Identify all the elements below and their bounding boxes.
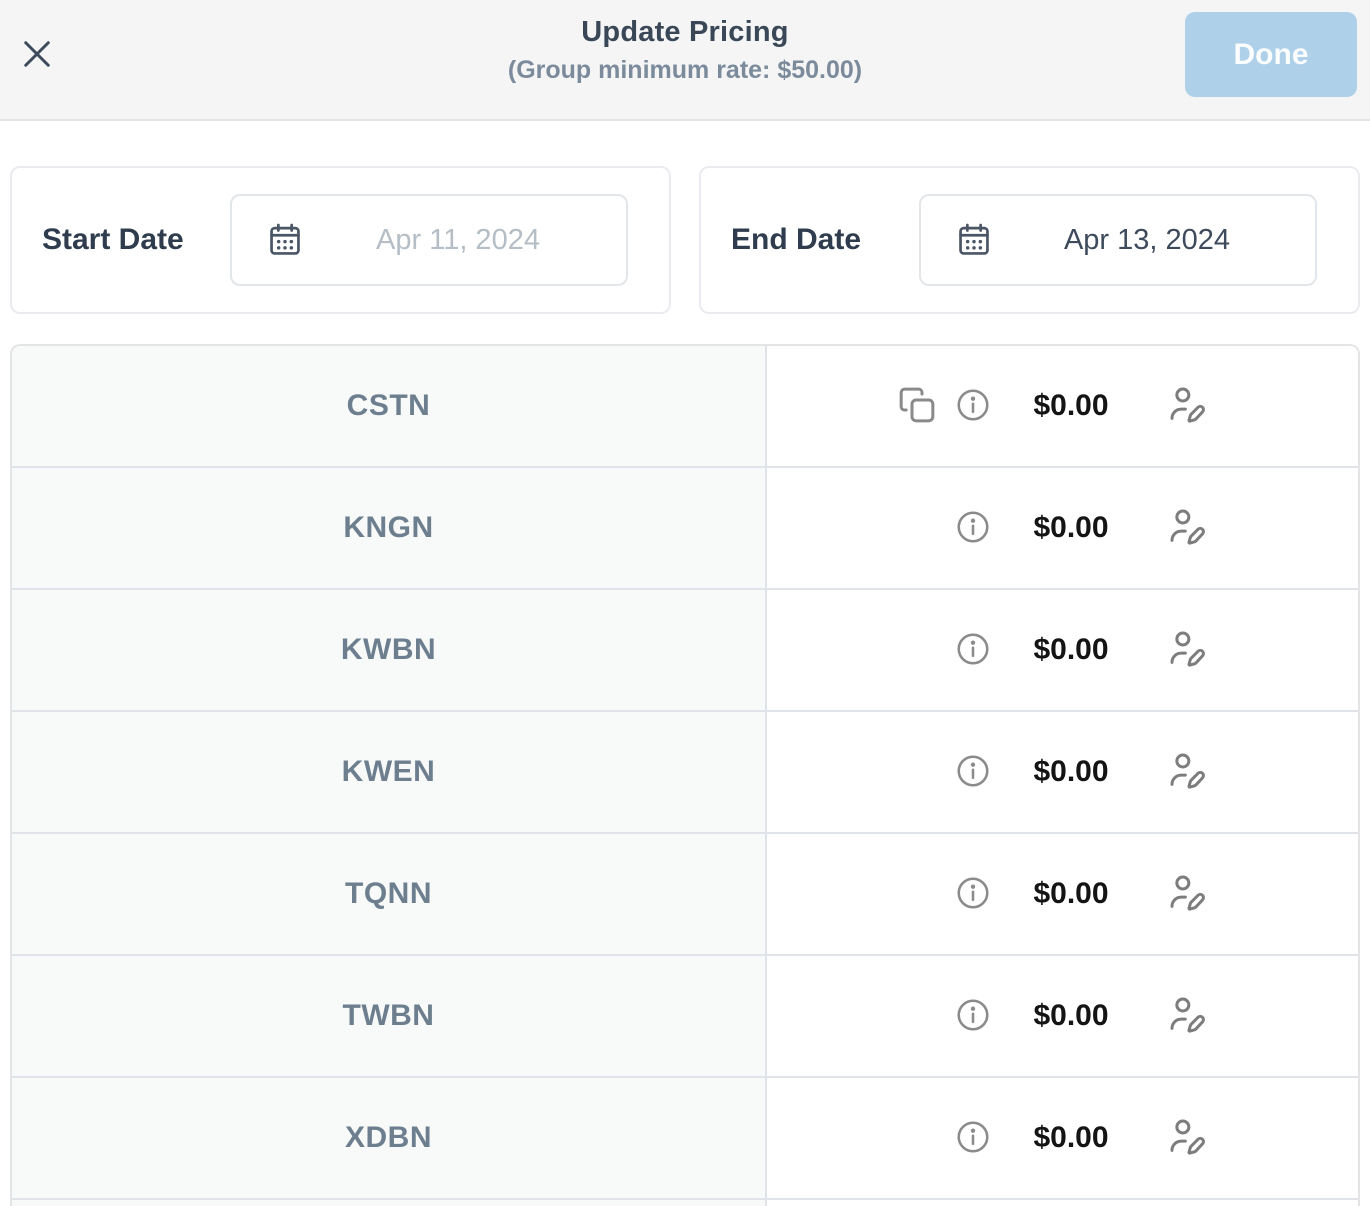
info-icon	[955, 997, 991, 1036]
end-date-input[interactable]: Apr 13, 2024	[919, 194, 1317, 286]
user-edit-icon	[1167, 629, 1207, 672]
table-row: KWBN $0.00	[12, 590, 1358, 712]
info-icon	[955, 1119, 991, 1158]
table-row-partial	[12, 1200, 1358, 1206]
price-value: $0.00	[1033, 877, 1109, 910]
info-icon	[955, 631, 991, 670]
price-info-button[interactable]	[955, 632, 991, 668]
user-edit-icon	[1167, 1117, 1207, 1160]
price-info-button[interactable]	[955, 1120, 991, 1156]
user-edit-icon	[1167, 751, 1207, 794]
header-titles: Update Pricing (Group minimum rate: $50.…	[508, 16, 862, 85]
table-row: TWBN $0.00	[12, 956, 1358, 1078]
row-actions: $0.00	[767, 956, 1358, 1076]
copy-price-button[interactable]	[897, 386, 937, 426]
room-code-label: TWBN	[12, 956, 767, 1076]
end-date-value: Apr 13, 2024	[1063, 223, 1231, 256]
calendar-icon	[266, 221, 304, 259]
room-code-label: TQNN	[12, 834, 767, 954]
row-actions: $0.00	[767, 712, 1358, 832]
user-edit-icon	[1167, 385, 1207, 428]
user-edit-icon	[1167, 995, 1207, 1038]
price-info-button[interactable]	[955, 876, 991, 912]
price-value: $0.00	[1033, 1121, 1109, 1154]
edit-price-button[interactable]	[1167, 874, 1207, 914]
edit-price-button[interactable]	[1167, 508, 1207, 548]
room-code-label: XDBN	[12, 1078, 767, 1198]
edit-price-button[interactable]	[1167, 1118, 1207, 1158]
room-code-label: KNGN	[12, 468, 767, 588]
info-icon	[955, 875, 991, 914]
table-row: CSTN $0.00	[12, 346, 1358, 468]
end-date-label: End Date	[731, 223, 862, 256]
start-date-card: Start Date Apr 11, 2024	[10, 166, 671, 314]
info-icon	[955, 387, 991, 426]
row-actions: $0.00	[767, 590, 1358, 710]
price-info-button[interactable]	[955, 754, 991, 790]
info-icon	[955, 509, 991, 548]
price-info-button[interactable]	[955, 388, 991, 424]
table-row: KWEN $0.00	[12, 712, 1358, 834]
row-actions	[767, 1200, 1358, 1206]
room-code-label: KWEN	[12, 712, 767, 832]
row-actions: $0.00	[767, 346, 1358, 466]
room-code-label: CSTN	[12, 346, 767, 466]
row-actions: $0.00	[767, 1078, 1358, 1198]
start-date-value: Apr 11, 2024	[376, 223, 540, 256]
close-button[interactable]	[14, 32, 60, 78]
table-row: TQNN $0.00	[12, 834, 1358, 956]
start-date-label: Start Date	[42, 223, 184, 256]
page-title: Update Pricing	[581, 16, 789, 48]
row-actions: $0.00	[767, 834, 1358, 954]
table-row: KNGN $0.00	[12, 468, 1358, 590]
edit-price-button[interactable]	[1167, 630, 1207, 670]
date-filters: Start Date Apr 11, 2024 End Date Apr 13,…	[10, 166, 1360, 314]
copy-icon	[897, 385, 937, 428]
price-value: $0.00	[1033, 755, 1109, 788]
modal-header: Update Pricing (Group minimum rate: $50.…	[0, 0, 1370, 121]
room-code-label	[12, 1200, 767, 1206]
end-date-card: End Date Apr 13, 2024	[699, 166, 1360, 314]
price-info-button[interactable]	[955, 510, 991, 546]
done-button[interactable]: Done	[1185, 12, 1357, 97]
price-value: $0.00	[1033, 999, 1109, 1032]
edit-price-button[interactable]	[1167, 996, 1207, 1036]
user-edit-icon	[1167, 873, 1207, 916]
calendar-icon	[955, 221, 993, 259]
user-edit-icon	[1167, 507, 1207, 550]
row-actions: $0.00	[767, 468, 1358, 588]
close-icon	[19, 36, 55, 75]
price-value: $0.00	[1033, 633, 1109, 666]
price-value: $0.00	[1033, 389, 1109, 422]
price-info-button[interactable]	[955, 998, 991, 1034]
start-date-input[interactable]: Apr 11, 2024	[230, 194, 628, 286]
edit-price-button[interactable]	[1167, 752, 1207, 792]
page-subtitle: (Group minimum rate: $50.00)	[507, 56, 863, 84]
edit-price-button[interactable]	[1167, 386, 1207, 426]
table-row: XDBN $0.00	[12, 1078, 1358, 1200]
price-value: $0.00	[1033, 511, 1109, 544]
info-icon	[955, 753, 991, 792]
room-code-label: KWBN	[12, 590, 767, 710]
pricing-table: CSTN $0.00 KNGN $0.00 KWBN $0.00 KWEN	[10, 344, 1360, 1206]
